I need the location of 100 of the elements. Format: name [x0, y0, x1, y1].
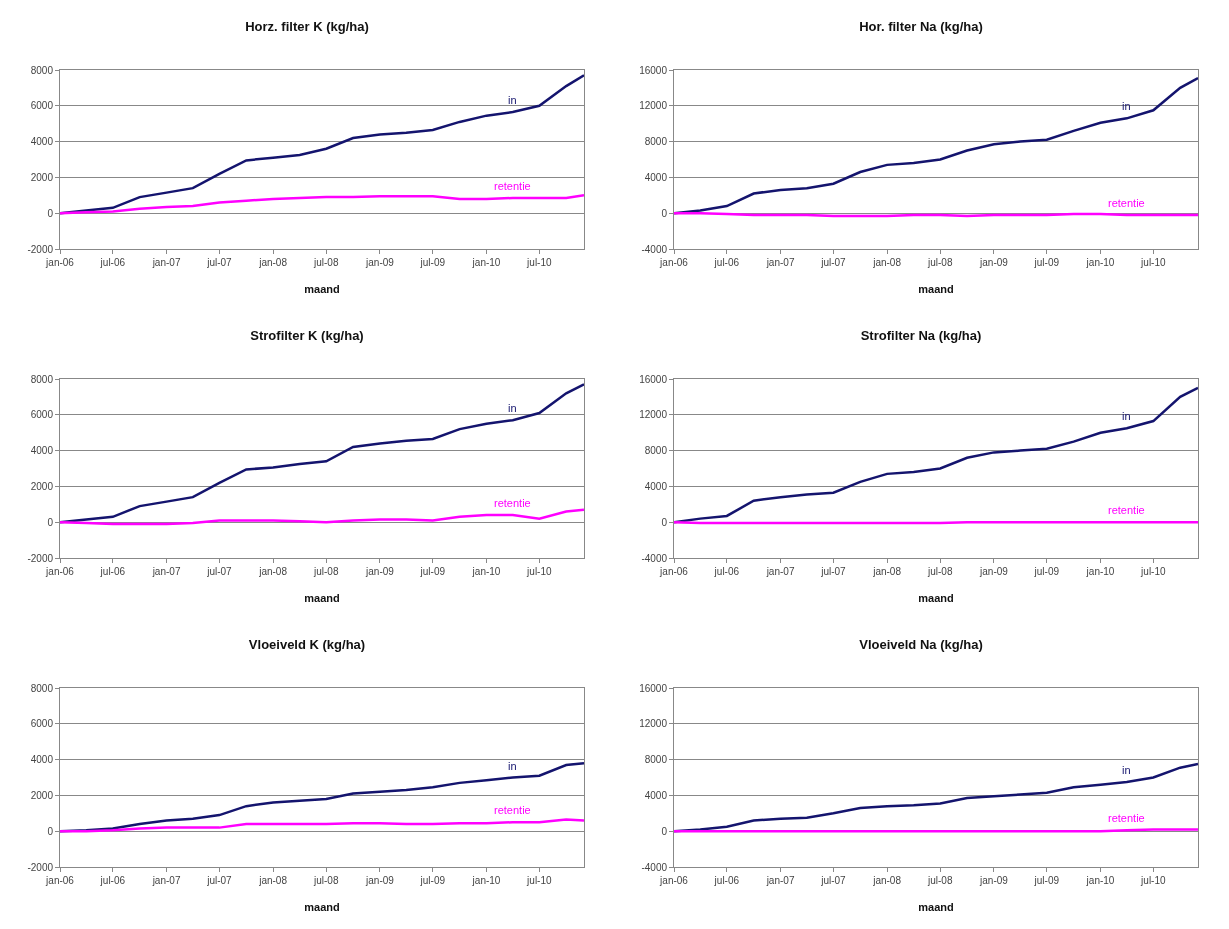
series-label: in — [1122, 100, 1131, 112]
x-tick-label: jan-08 — [872, 566, 902, 577]
y-tick-label: 0 — [661, 207, 668, 219]
y-tick-label: 2000 — [30, 789, 54, 801]
x-tick-label: jul-06 — [713, 257, 740, 268]
x-tick-label: jan-08 — [872, 257, 902, 268]
x-tick-label: jan-06 — [45, 257, 75, 268]
y-tick-label: 8000 — [644, 136, 668, 148]
x-tick-label: jul-09 — [419, 257, 446, 268]
series-label: retentie — [494, 497, 531, 509]
x-tick-label: jan-06 — [659, 257, 689, 268]
x-tick-label: jul-06 — [99, 875, 126, 886]
x-tick-label: jul-07 — [820, 566, 847, 577]
x-tick-label: jul-08 — [313, 257, 339, 268]
y-tick-label: 8000 — [30, 682, 54, 694]
x-axis-title: maand — [304, 901, 340, 914]
y-tick-label: 0 — [47, 207, 54, 219]
x-tick-label: jan-06 — [659, 875, 689, 886]
chart-title: Hor. filter Na (kg/ha) — [859, 18, 983, 34]
y-tick-label: 0 — [47, 825, 54, 837]
y-tick-label: 8000 — [30, 64, 54, 76]
y-tick-label: 2000 — [30, 480, 54, 492]
x-tick-label: jan-10 — [1085, 566, 1115, 577]
x-tick-label: jan-09 — [979, 257, 1009, 268]
series-label: retentie — [1108, 197, 1145, 209]
x-tick-label: jul-08 — [313, 566, 339, 577]
x-tick-label: jul-10 — [526, 875, 552, 886]
x-tick-label: jan-07 — [151, 875, 181, 886]
y-tick-label: -2000 — [27, 861, 54, 873]
series-label: in — [508, 94, 517, 106]
x-tick-label: jan-07 — [765, 875, 795, 886]
series-label: in — [508, 760, 517, 772]
x-tick-label: jan-09 — [365, 566, 395, 577]
chart-title: Vloeiveld Na (kg/ha) — [859, 636, 983, 652]
x-tick-label: jul-09 — [1033, 875, 1060, 886]
x-tick-label: jan-07 — [151, 257, 181, 268]
x-tick-label: jan-08 — [872, 875, 902, 886]
series-label: in — [508, 402, 517, 414]
y-tick-label: 4000 — [30, 754, 54, 766]
y-tick-label: 0 — [47, 516, 54, 528]
x-tick-label: jul-09 — [1033, 257, 1060, 268]
x-tick-label: jul-10 — [1140, 875, 1166, 886]
x-tick-label: jul-10 — [526, 566, 552, 577]
chart-title: Horz. filter K (kg/ha) — [245, 18, 369, 34]
chart-title: Strofilter K (kg/ha) — [250, 327, 364, 343]
x-tick-label: jan-10 — [471, 257, 501, 268]
y-tick-label: 16000 — [639, 64, 668, 76]
y-tick-label: 16000 — [639, 373, 668, 385]
series-label: retentie — [494, 804, 531, 816]
x-tick-label: jul-07 — [206, 875, 233, 886]
x-tick-label: jan-08 — [258, 566, 288, 577]
x-tick-label: jan-06 — [45, 566, 75, 577]
y-tick-label: -4000 — [641, 861, 668, 873]
x-tick-label: jul-10 — [526, 257, 552, 268]
x-tick-label: jul-07 — [820, 257, 847, 268]
x-tick-label: jan-10 — [1085, 875, 1115, 886]
x-tick-label: jan-09 — [365, 875, 395, 886]
x-tick-label: jan-09 — [365, 257, 395, 268]
y-tick-label: 12000 — [639, 409, 668, 421]
x-tick-label: jul-09 — [419, 875, 446, 886]
series-label: retentie — [494, 180, 531, 192]
chart-title: Vloeiveld K (kg/ha) — [248, 636, 366, 652]
y-tick-label: 0 — [661, 825, 668, 837]
y-tick-label: 12000 — [639, 718, 668, 730]
series-label: retentie — [1108, 812, 1145, 824]
x-tick-label: jul-06 — [99, 257, 126, 268]
y-tick-label: 4000 — [30, 445, 54, 457]
series-label: in — [1122, 764, 1131, 776]
x-tick-label: jul-06 — [713, 875, 740, 886]
y-tick-label: 0 — [661, 516, 668, 528]
x-tick-label: jan-09 — [979, 566, 1009, 577]
x-tick-label: jan-08 — [258, 257, 288, 268]
y-tick-label: 16000 — [639, 682, 668, 694]
x-tick-label: jan-10 — [471, 875, 501, 886]
y-tick-label: 6000 — [30, 409, 54, 421]
y-tick-label: 4000 — [644, 480, 668, 492]
y-tick-label: 2000 — [30, 171, 54, 183]
y-tick-label: 6000 — [30, 718, 54, 730]
x-tick-label: jul-07 — [206, 257, 233, 268]
x-tick-label: jan-10 — [471, 566, 501, 577]
x-tick-label: jul-07 — [820, 875, 847, 886]
x-tick-label: jan-07 — [765, 257, 795, 268]
y-tick-label: 12000 — [639, 100, 668, 112]
x-tick-label: jul-09 — [419, 566, 446, 577]
y-tick-label: 6000 — [30, 100, 54, 112]
y-tick-label: 4000 — [644, 171, 668, 183]
x-tick-label: jul-07 — [206, 566, 233, 577]
x-tick-label: jul-08 — [927, 875, 953, 886]
x-tick-label: jul-06 — [99, 566, 126, 577]
y-tick-label: -2000 — [27, 552, 54, 564]
y-tick-label: 8000 — [30, 373, 54, 385]
x-tick-label: jul-06 — [713, 566, 740, 577]
x-tick-label: jan-06 — [659, 566, 689, 577]
series-label: retentie — [1108, 504, 1145, 516]
x-tick-label: jul-09 — [1033, 566, 1060, 577]
x-tick-label: jan-10 — [1085, 257, 1115, 268]
x-axis-title: maand — [918, 283, 954, 296]
x-tick-label: jul-10 — [1140, 257, 1166, 268]
x-tick-label: jul-10 — [1140, 566, 1166, 577]
y-tick-label: -4000 — [641, 243, 668, 255]
